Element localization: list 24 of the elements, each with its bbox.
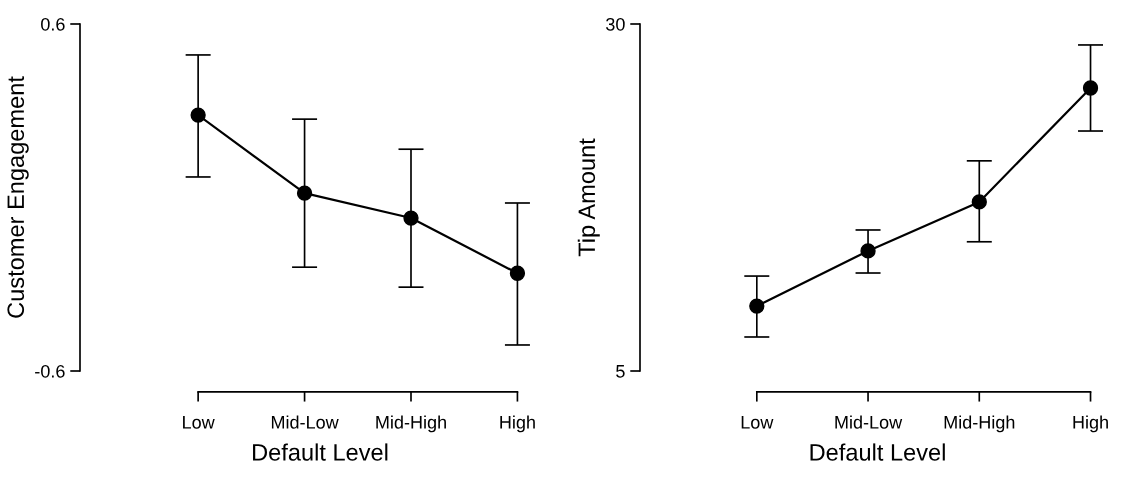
point — [403, 210, 419, 226]
x-tick-label: High — [1073, 415, 1108, 433]
point — [749, 298, 765, 314]
point — [860, 243, 876, 259]
y-tick-label: 5 — [616, 365, 625, 378]
x-tick-label: Mid-High — [376, 415, 446, 433]
y-axis-title: Customer Engagement — [7, 76, 29, 318]
point — [971, 194, 987, 210]
y-tick-label: 0.6 — [41, 17, 65, 31]
point — [296, 185, 313, 201]
x-tick-label: Low — [183, 416, 215, 429]
y-axis-title: Tip Amount — [577, 138, 600, 257]
x-tick-label: Mid-High — [944, 415, 1015, 433]
y-tick-label: -0.6 — [35, 364, 65, 378]
y-tick-label: 30 — [606, 17, 625, 31]
x-tick-label: Mid-Low — [835, 415, 903, 429]
point — [509, 265, 526, 281]
x-tick-label: Low — [741, 416, 774, 429]
x-axis-title: Default Level — [253, 443, 388, 461]
x-tick-label: High — [500, 415, 535, 433]
point — [190, 107, 206, 123]
point — [1082, 80, 1099, 96]
x-axis-title: Default Level — [810, 443, 945, 461]
x-tick-label: Mid-Low — [271, 415, 339, 429]
